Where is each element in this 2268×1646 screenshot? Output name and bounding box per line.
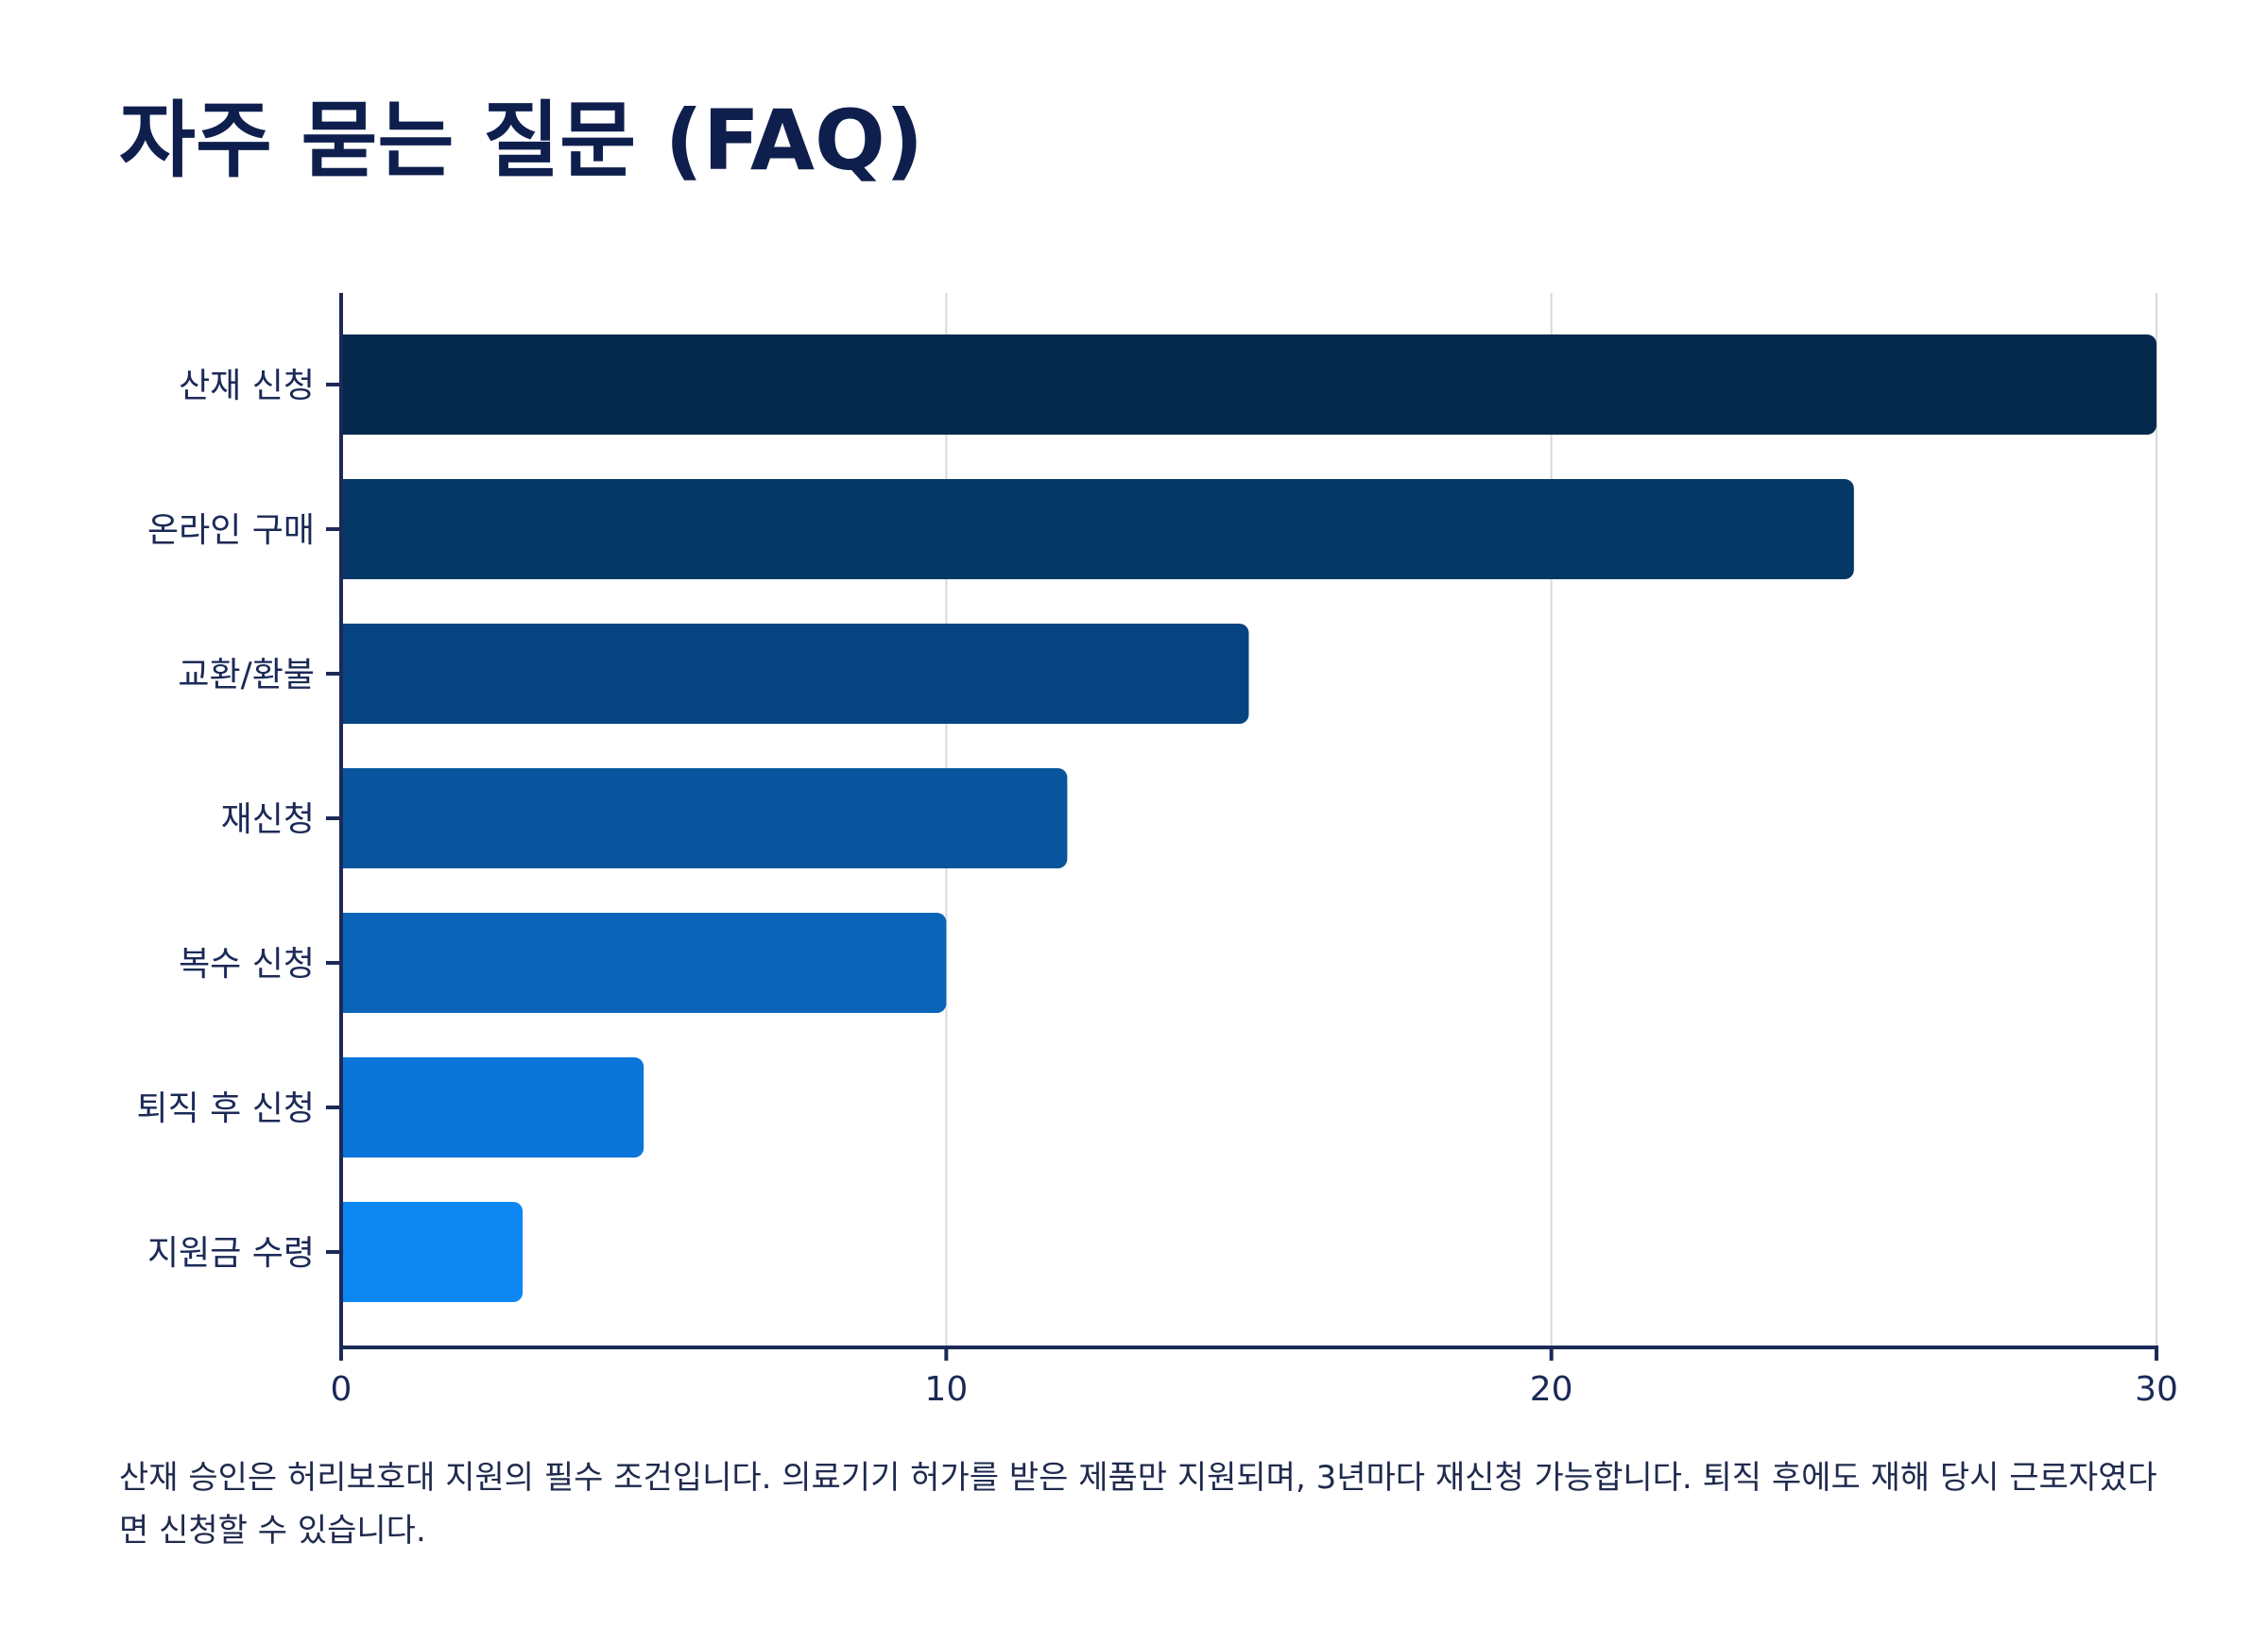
category-label: 지원금 수령 [147,1234,315,1273]
footnote: 산재 승인은 허리보호대 지원의 필수 조건입니다. 의료기기 허가를 받은 제… [119,1459,2157,1550]
bar [341,334,2156,435]
bar-base [341,1057,354,1157]
x-tick-label: 0 [331,1370,352,1409]
bar-base [341,768,354,868]
page-title: 자주 묻는 질문 (FAQ) [119,92,924,189]
x-tick-label: 30 [2135,1370,2178,1409]
x-tick-label: 20 [1530,1370,1573,1409]
category-label: 재신청 [221,800,315,839]
category-label: 복수 신청 [179,945,315,984]
bar-base [341,1202,354,1302]
bar-base [341,479,354,579]
bar [341,768,1068,868]
bar-base [341,624,354,724]
category-label: 산재 신청 [179,367,315,405]
bar [341,1202,524,1302]
grid-lines [945,293,2157,1347]
bar-base [341,913,354,1013]
bars [341,334,2156,1302]
bar-base [341,334,354,435]
category-label: 온라인 구매 [147,511,315,550]
category-label: 퇴직 후 신청 [137,1089,316,1128]
bar [341,1057,644,1157]
bar [341,913,947,1013]
bar [341,479,1854,579]
x-tick-label: 10 [924,1370,968,1409]
bar [341,624,1249,724]
category-label: 교환/환불 [178,656,315,694]
